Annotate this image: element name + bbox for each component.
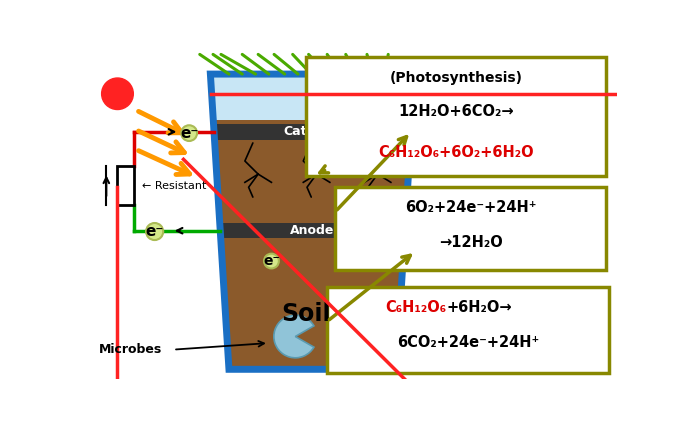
Circle shape	[264, 253, 279, 268]
Circle shape	[182, 125, 197, 141]
Text: C₆H₁₂O₆+6O₂+6H₂O: C₆H₁₂O₆+6O₂+6H₂O	[378, 144, 534, 160]
Circle shape	[146, 223, 163, 240]
Text: (Photosynthesis): (Photosynthesis)	[389, 71, 523, 85]
Text: ← Resistant: ← Resistant	[142, 181, 206, 190]
Text: 12H₂O+6CO₂→: 12H₂O+6CO₂→	[398, 104, 514, 118]
Text: +6H₂O→: +6H₂O→	[447, 300, 512, 315]
FancyBboxPatch shape	[327, 287, 609, 373]
Wedge shape	[338, 292, 372, 328]
Text: Soil: Soil	[281, 302, 331, 325]
Polygon shape	[214, 124, 411, 140]
FancyBboxPatch shape	[335, 187, 606, 270]
Text: e⁻: e⁻	[263, 254, 280, 268]
Text: 6O₂+24e⁻+24H⁺: 6O₂+24e⁻+24H⁺	[405, 200, 536, 216]
Polygon shape	[210, 74, 415, 120]
Text: e⁻: e⁻	[180, 126, 199, 141]
Text: 6CO₂+24e⁻+24H⁺: 6CO₂+24e⁻+24H⁺	[397, 335, 539, 350]
Text: →12H₂O: →12H₂O	[438, 235, 502, 250]
Text: e⁻: e⁻	[145, 224, 164, 239]
FancyBboxPatch shape	[117, 166, 134, 205]
FancyBboxPatch shape	[306, 57, 606, 176]
Polygon shape	[213, 120, 412, 369]
Text: C₆H₁₂O₆: C₆H₁₂O₆	[386, 300, 447, 315]
Wedge shape	[274, 315, 314, 358]
Circle shape	[101, 78, 134, 109]
Text: Cathode: Cathode	[284, 125, 342, 138]
Polygon shape	[221, 223, 405, 238]
Text: Anode: Anode	[290, 224, 335, 237]
Text: Microbes: Microbes	[99, 343, 162, 356]
